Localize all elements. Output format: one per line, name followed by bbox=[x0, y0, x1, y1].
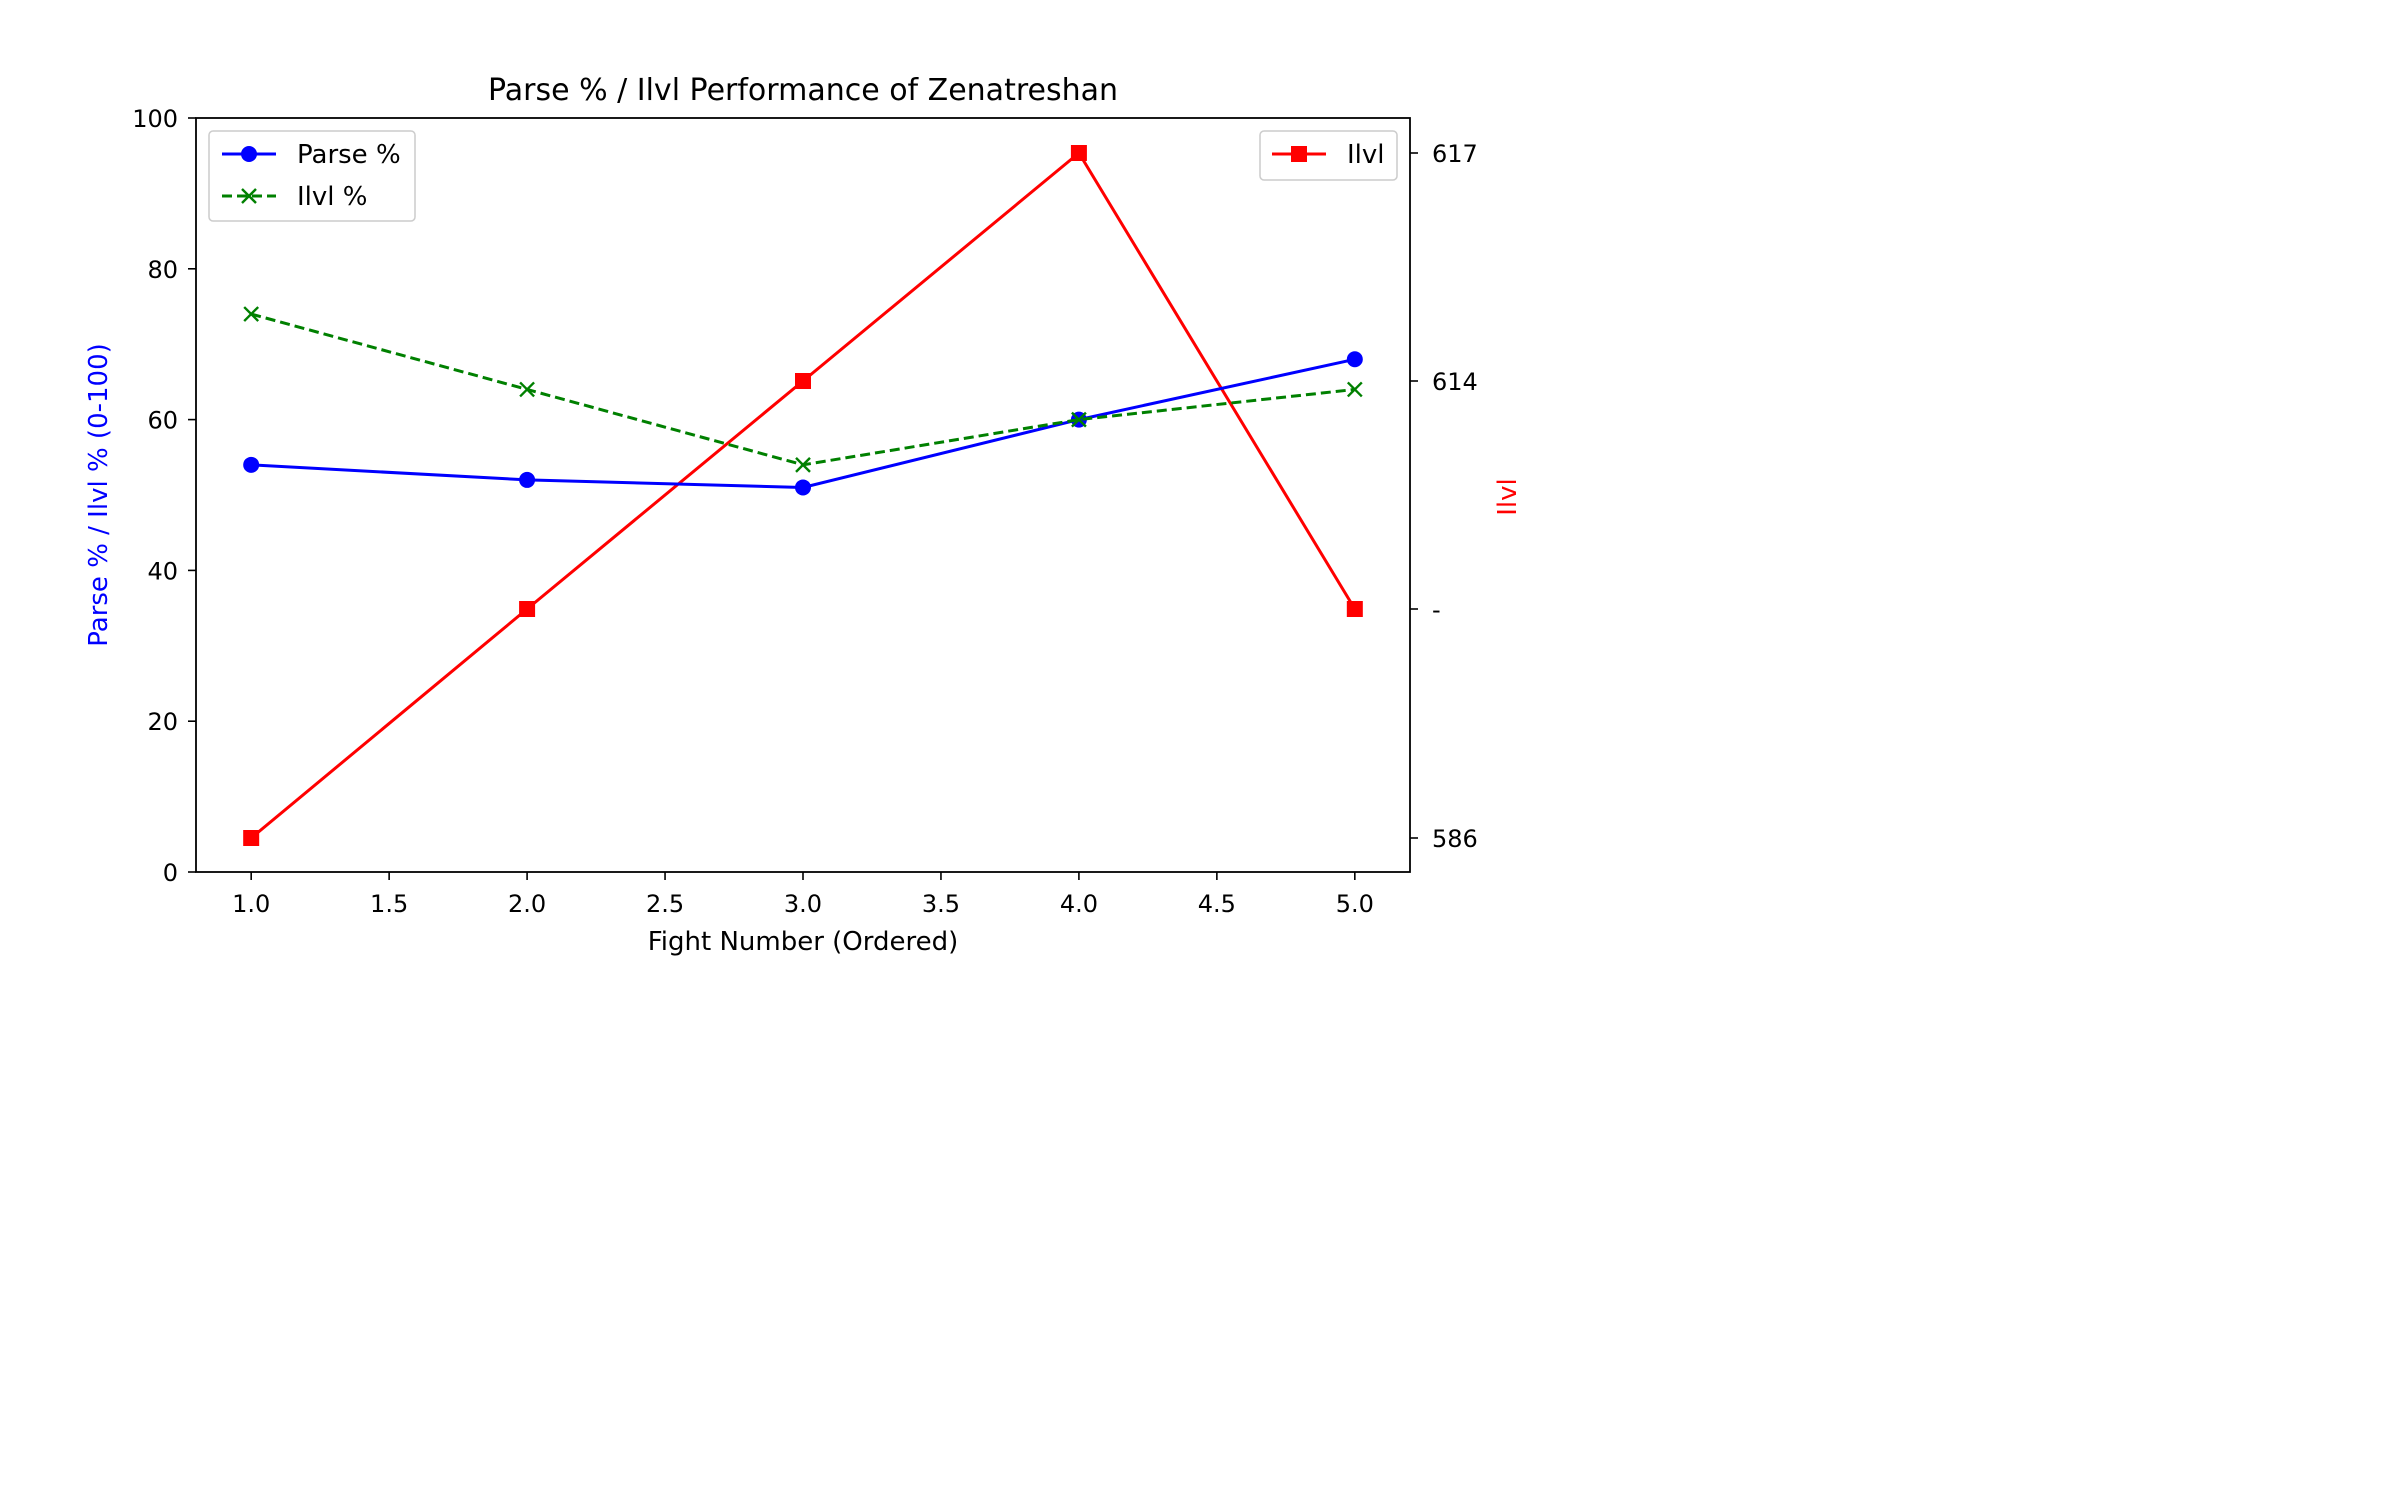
legend-ilvl-label: Ilvl bbox=[1347, 140, 1385, 170]
point-parse bbox=[243, 456, 260, 473]
x-tick-label: 1.5 bbox=[370, 890, 408, 918]
x-tick-label: 1.0 bbox=[232, 890, 270, 918]
right-series-layer bbox=[243, 145, 1363, 846]
legend-ilvl-marker bbox=[1291, 146, 1307, 162]
y-right-tick-label: - bbox=[1432, 596, 1441, 624]
point-ilvl-pct bbox=[243, 306, 260, 322]
y-left-axis-ticks: 0 20 40 60 80 100 bbox=[132, 105, 196, 887]
x-axis-label: Fight Number (Ordered) bbox=[648, 927, 959, 957]
point-ilvl bbox=[243, 830, 260, 846]
y-right-axis-ticks: 586 - 614 617 bbox=[1410, 140, 1478, 853]
y-left-tick-label: 0 bbox=[163, 859, 178, 887]
point-ilvl bbox=[1070, 145, 1087, 161]
point-ilvl bbox=[1346, 601, 1363, 617]
x-tick-label: 5.0 bbox=[1336, 890, 1374, 918]
legend-ilvl-pct-marker bbox=[241, 188, 257, 204]
chart-title: Parse % / Ilvl Performance of Zenatresha… bbox=[488, 73, 1118, 108]
legend-left: Parse % Ilvl % bbox=[208, 130, 416, 222]
x-tick-label: 3.5 bbox=[922, 890, 960, 918]
y-right-tick-label: 617 bbox=[1432, 140, 1478, 168]
x-tick-label: 3.0 bbox=[784, 890, 822, 918]
chart: Parse % / Ilvl Performance of Zenatresha… bbox=[84, 73, 1523, 957]
y-left-tick-label: 60 bbox=[147, 407, 178, 435]
y-left-tick-label: 80 bbox=[147, 256, 178, 284]
y-right-tick-label: 586 bbox=[1432, 825, 1478, 853]
point-ilvl-pct bbox=[519, 381, 535, 398]
point-ilvl-pct bbox=[1071, 411, 1087, 428]
point-parse bbox=[1346, 351, 1363, 368]
x-tick-label: 2.0 bbox=[508, 890, 546, 918]
point-ilvl bbox=[795, 373, 811, 389]
y-left-tick-label: 20 bbox=[147, 708, 178, 736]
y-right-tick-label: 614 bbox=[1432, 368, 1478, 396]
x-tick-label: 2.5 bbox=[646, 890, 684, 918]
legend-right-frame bbox=[1259, 130, 1398, 181]
legend-parse-marker bbox=[241, 146, 257, 162]
point-ilvl-pct bbox=[1346, 381, 1363, 398]
point-ilvl-pct bbox=[795, 456, 811, 473]
y-right-axis-label: Ilvl bbox=[1493, 478, 1523, 516]
x-axis-ticks: 1.0 1.5 2.0 2.5 3.0 3.5 4.0 4.5 5.0 bbox=[232, 872, 1374, 918]
legend-parse-label: Parse % bbox=[297, 140, 401, 170]
y-left-axis-label: Parse % / Ilvl % (0-100) bbox=[84, 343, 114, 647]
legend-ilvl-pct-label: Ilvl % bbox=[297, 182, 367, 212]
point-ilvl bbox=[519, 601, 536, 617]
legend-right: Ilvl bbox=[1259, 130, 1398, 181]
point-parse bbox=[519, 471, 536, 488]
x-tick-label: 4.0 bbox=[1060, 890, 1098, 918]
y-left-tick-label: 40 bbox=[147, 557, 178, 585]
left-series-layer bbox=[243, 306, 1363, 496]
point-parse bbox=[795, 479, 811, 496]
x-tick-label: 4.5 bbox=[1198, 890, 1236, 918]
y-left-tick-label: 100 bbox=[132, 105, 178, 133]
